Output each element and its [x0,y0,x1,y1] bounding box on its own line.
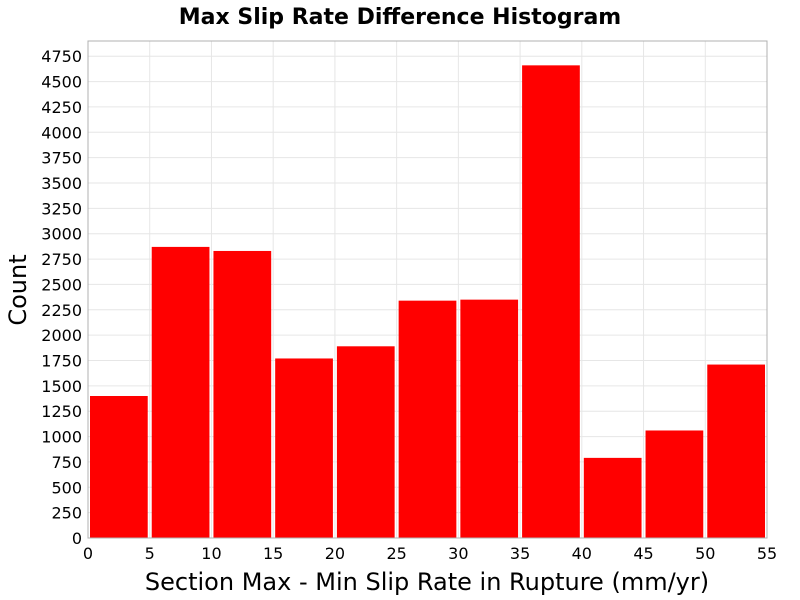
x-tick-label: 5 [145,544,155,563]
chart-title: Max Slip Rate Difference Histogram [179,5,621,30]
y-tick-label: 4750 [41,47,82,66]
y-tick-label: 0 [72,529,82,548]
y-tick-label: 4250 [41,98,82,117]
y-tick-label: 4500 [41,73,82,92]
x-axis-title: Section Max - Min Slip Rate in Rupture (… [145,568,709,596]
y-tick-label: 3000 [41,225,82,244]
histogram-bar [707,364,765,538]
y-tick-label: 2750 [41,250,82,269]
y-tick-label: 2000 [41,326,82,345]
x-tick-label: 55 [757,544,777,563]
y-tick-label: 1750 [41,352,82,371]
histogram-bar [151,246,210,538]
histogram-bar [398,300,457,538]
plot-border [87,40,768,539]
y-axis-title: Count [4,254,32,325]
x-tick-label: 30 [448,544,468,563]
histogram-bar [522,65,580,538]
histogram-bar [213,250,272,538]
x-tick-label: 20 [325,544,345,563]
x-tick-label: 0 [83,544,93,563]
histogram-bar [275,358,333,538]
x-tick-labels: 0 5 10 15 20 25 30 35 40 45 50 55 [83,544,777,563]
y-tick-label: 4000 [41,123,82,142]
histogram-bar [583,457,642,538]
y-tick-label: 3250 [41,199,82,218]
y-tick-labels: 0 250 500 750 1000 1250 1500 1750 2000 2250 2500 27… [41,47,82,548]
x-tick-label: 35 [510,544,530,563]
x-tick-label: 10 [201,544,221,563]
y-tick-label: 3750 [41,149,82,168]
histogram-bar [336,346,395,538]
bars [90,65,765,538]
y-tick-label: 2500 [41,275,82,294]
y-tick-label: 3500 [41,174,82,193]
y-tick-label: 1250 [41,402,82,421]
y-tick-label: 750 [51,453,82,472]
y-tick-label: 1000 [41,428,82,447]
y-tick-label: 2250 [41,301,82,320]
x-tick-label: 15 [263,544,283,563]
y-tick-label: 250 [51,504,82,523]
histogram-bar [90,396,148,538]
histogram-bar [460,299,519,538]
x-tick-label: 50 [695,544,715,563]
y-tick-label: 1500 [41,377,82,396]
y-tick-label: 500 [51,478,82,497]
histogram-bar [645,430,704,538]
x-tick-label: 45 [633,544,653,563]
x-tick-label: 40 [572,544,592,563]
x-tick-label: 25 [386,544,406,563]
